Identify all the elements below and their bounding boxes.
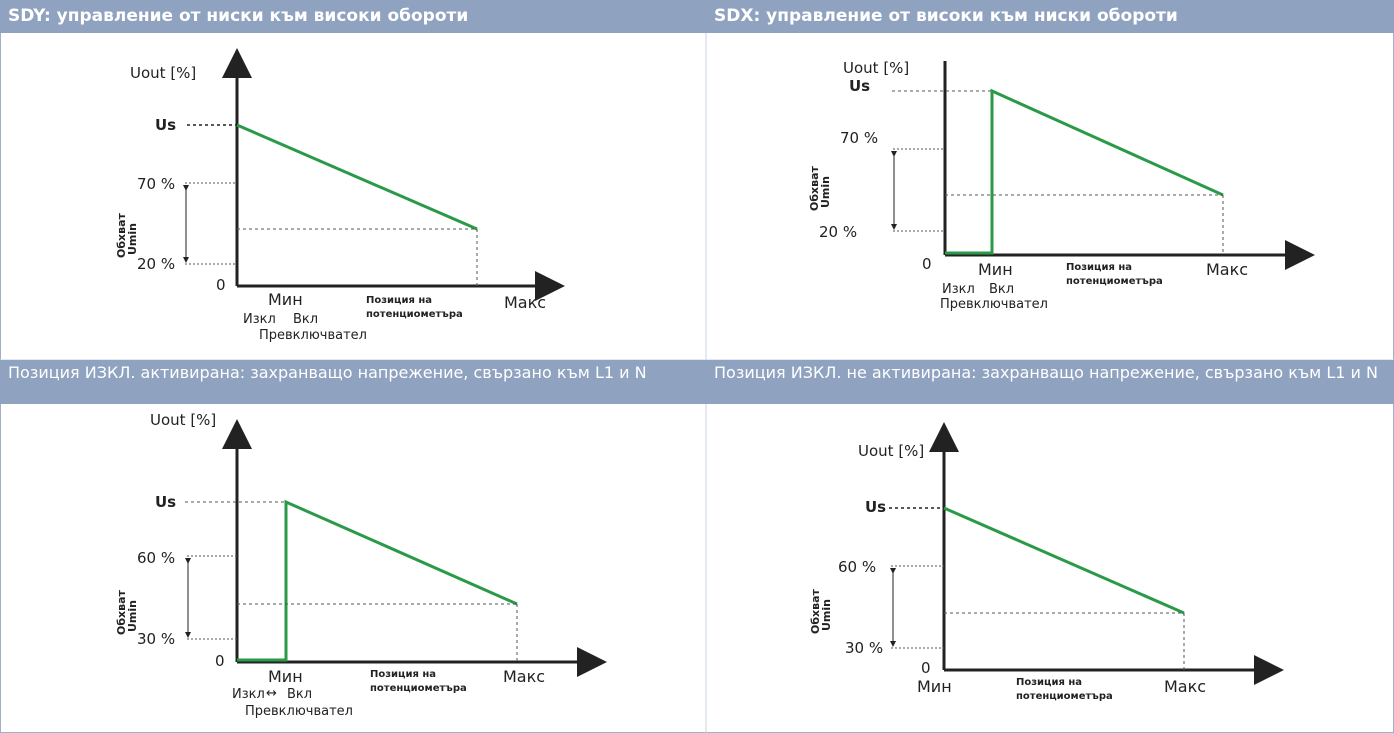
y-axis-label: Uout [%]: [150, 411, 216, 429]
curve-line: [237, 499, 518, 662]
zero-label: 0: [216, 276, 226, 294]
x-max-label: Макс: [1164, 677, 1206, 696]
sdy-diagram: Uout [%] Us 70 % 20 % Обхват Umin 0 Мин …: [115, 48, 565, 343]
switch-off-label: Изкл: [243, 312, 276, 327]
y-axis-label: Uout [%]: [858, 442, 924, 460]
range-high-label: 70 %: [137, 175, 175, 193]
x-position-line1: Позиция на: [370, 669, 436, 680]
us-label: Us: [155, 493, 176, 511]
panel-header: SDY: управление от ниски към високи обор…: [0, 0, 706, 33]
range-low-label: 20 %: [137, 255, 175, 273]
zero-label: 0: [215, 652, 225, 670]
curve-line: [236, 123, 478, 231]
panel-header: Позиция ИЗКЛ. не активирана: захранващо …: [706, 360, 1394, 404]
x-position-line2: потенциометъра: [1066, 276, 1163, 287]
x-min-label: Мин: [268, 290, 303, 309]
range-high-label: 60 %: [838, 558, 876, 576]
off-activated-diagram: Uout [%] Us 60 % 30 % Обхват Umin 0 Мин …: [115, 411, 607, 719]
switch-on-label: Вкл: [287, 687, 312, 702]
x-min-label: Мин: [268, 667, 303, 686]
range-low-label: 20 %: [819, 223, 857, 241]
curve-line: [943, 506, 1185, 615]
x-position-line2: потенциометъра: [1016, 691, 1113, 702]
panel-sdx: SDX: управление от високи към ниски обор…: [706, 0, 1394, 360]
x-max-label: Макс: [503, 667, 545, 686]
us-label: Us: [155, 116, 176, 134]
range-low-label: 30 %: [845, 639, 883, 657]
x-max-label: Макс: [1206, 260, 1248, 279]
zero-label: 0: [921, 659, 931, 677]
switch-on-label: Вкл: [989, 282, 1014, 297]
us-label: Us: [865, 498, 886, 516]
x-position-line1: Позиция на: [1016, 677, 1082, 688]
y-axis-label: Uout [%]: [130, 64, 196, 82]
range-caption-line2: Umin: [126, 600, 139, 632]
panel-sdy: SDY: управление от ниски към високи обор…: [0, 0, 706, 360]
range-caption-line2: Umin: [820, 599, 833, 631]
off-not-activated-diagram: Uout [%] Us 60 % 30 % Обхват Umin 0 Мин …: [809, 422, 1284, 702]
range-caption-line2: Umin: [819, 176, 832, 208]
switch-off-label: Изкл: [942, 282, 975, 297]
panel-header: SDX: управление от високи към ниски обор…: [706, 0, 1394, 33]
x-min-label: Мин: [917, 677, 952, 696]
panel-off-not-activated: Позиция ИЗКЛ. не активирана: захранващо …: [706, 360, 1394, 733]
x-max-label: Макс: [504, 293, 546, 312]
switch-caption: Превключвател: [259, 328, 367, 343]
switch-caption: Превключвател: [940, 297, 1048, 312]
range-caption-line2: Umin: [126, 223, 139, 255]
range-caption-line1: Обхват: [808, 165, 821, 211]
switch-arrow-icon: ↔: [266, 686, 277, 701]
x-position-line1: Позиция на: [366, 295, 432, 306]
y-axis-label: Uout [%]: [843, 59, 909, 77]
x-position-line2: потенциометъра: [366, 309, 463, 320]
range-low-label: 30 %: [137, 630, 175, 648]
x-min-label: Мин: [978, 260, 1013, 279]
switch-off-label: Изкл: [232, 687, 265, 702]
us-label: Us: [849, 77, 870, 95]
x-position-line1: Позиция на: [1066, 262, 1132, 273]
x-position-line2: потенциометъра: [370, 683, 467, 694]
panel-off-activated: Позиция ИЗКЛ. активирана: захранващо нап…: [0, 360, 706, 733]
curve-line: [945, 88, 1224, 255]
range-caption-line1: Обхват: [809, 588, 822, 634]
range-caption-line1: Обхват: [115, 212, 128, 258]
switch-on-label: Вкл: [293, 312, 318, 327]
range-caption-line1: Обхват: [115, 589, 128, 635]
zero-label: 0: [922, 255, 932, 273]
switch-caption: Превключвател: [245, 704, 353, 719]
range-high-label: 70 %: [840, 129, 878, 147]
panel-header: Позиция ИЗКЛ. активирана: захранващо нап…: [0, 360, 706, 404]
sdx-diagram: Uout [%] Us 70 % 20 % Обхват Umin 0 Мин …: [808, 59, 1315, 312]
range-high-label: 60 %: [137, 549, 175, 567]
